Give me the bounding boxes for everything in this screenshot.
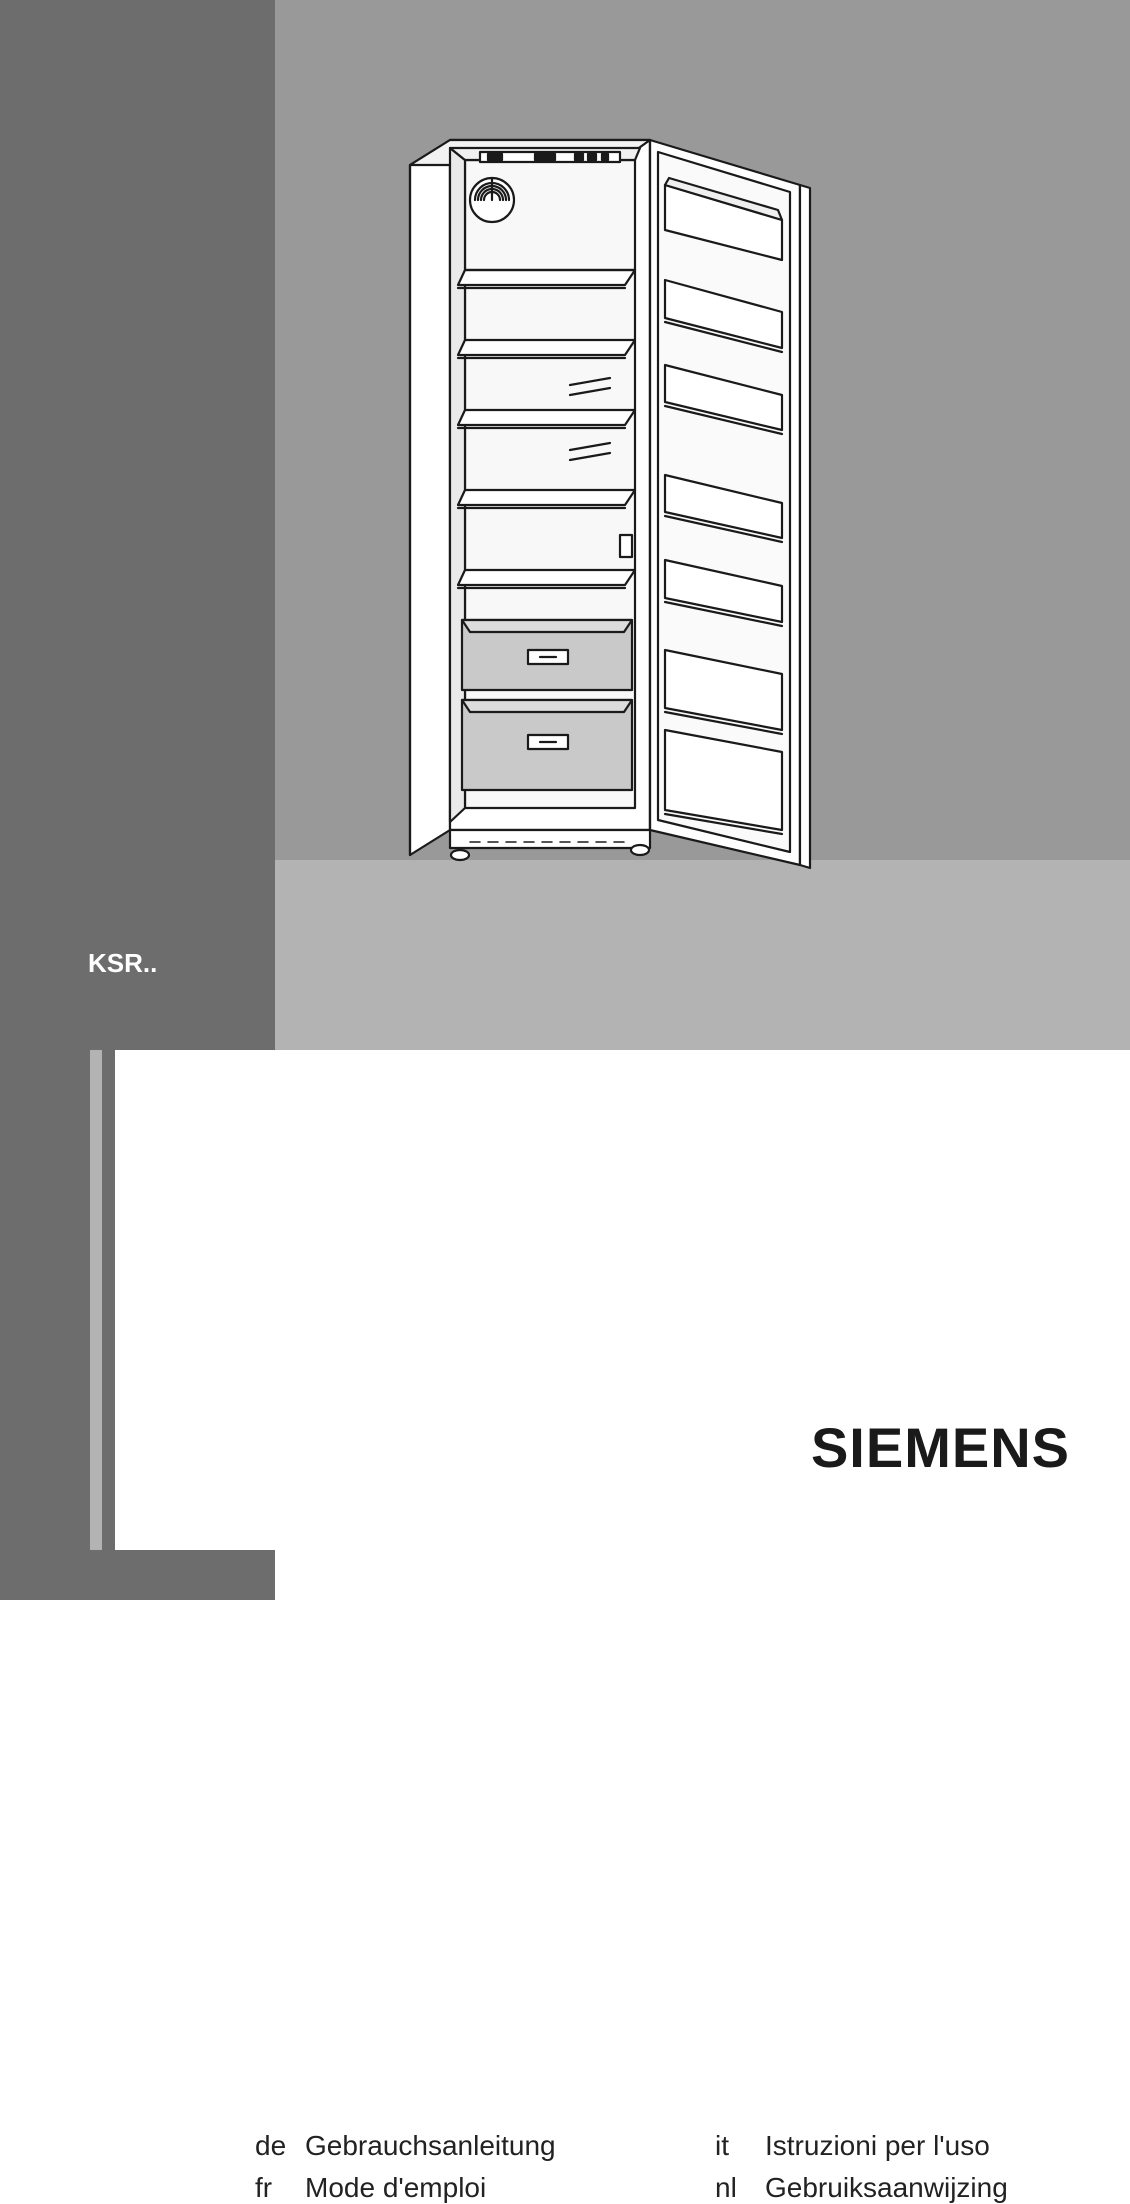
accent-bar xyxy=(90,1050,102,1550)
lang-de: de Gebrauchsanleitung xyxy=(255,2130,675,2162)
lang-label: Gebrauchsanleitung xyxy=(305,2130,556,2162)
brand-logo: SIEMENS xyxy=(811,1415,1070,1480)
lang-it: it Istruzioni per l'uso xyxy=(715,2130,1130,2162)
lang-label: Mode d'emploi xyxy=(305,2172,486,2204)
lang-nl: nl Gebruiksaanwijzing xyxy=(715,2172,1130,2204)
lang-label: Istruzioni per l'uso xyxy=(765,2130,990,2162)
lang-label: Gebruiksaanwijzing xyxy=(765,2172,1008,2204)
lang-code: fr xyxy=(255,2172,295,2204)
lang-code: it xyxy=(715,2130,755,2162)
lang-code: de xyxy=(255,2130,295,2162)
language-grid: de Gebrauchsanleitung it Istruzioni per … xyxy=(255,2130,1130,2204)
model-code: KSR.. xyxy=(88,948,157,979)
refrigerator-illustration xyxy=(380,130,880,900)
manual-cover-page: KSR.. de Gebrauchsanleitung it Istruzion… xyxy=(0,0,1130,1600)
lang-code: nl xyxy=(715,2172,755,2204)
language-panel: de Gebrauchsanleitung it Istruzioni per … xyxy=(115,1050,1130,1550)
lang-fr: fr Mode d'emploi xyxy=(255,2172,675,2204)
